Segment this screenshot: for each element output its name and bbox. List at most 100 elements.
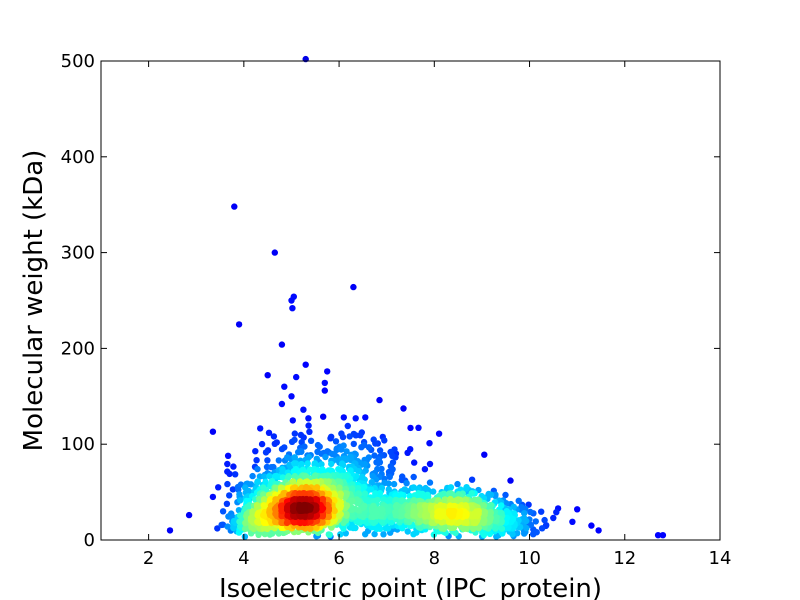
data-point: [293, 373, 300, 381]
data-point: [361, 461, 368, 468]
data-point: [304, 460, 311, 467]
data-point: [355, 468, 362, 475]
data-point: [352, 415, 359, 422]
data-point: [278, 400, 286, 408]
data-point: [397, 491, 405, 498]
data-point: [215, 484, 222, 491]
data-point: [475, 510, 482, 517]
data-point: [321, 387, 328, 394]
data-point: [279, 474, 287, 481]
data-point: [337, 531, 344, 538]
data-point: [413, 529, 420, 536]
data-point: [270, 433, 278, 440]
data-point: [322, 453, 329, 461]
data-point: [446, 503, 454, 510]
data-point: [224, 523, 231, 530]
data-point: [422, 512, 429, 520]
data-point: [452, 529, 459, 537]
data-point: [379, 506, 386, 513]
data-point: [356, 512, 364, 519]
x-axis-label: Isoelectric point (IPC_protein): [219, 574, 602, 600]
data-point: [214, 525, 221, 532]
data-point: [256, 495, 263, 503]
data-point: [339, 433, 347, 441]
data-point: [279, 465, 286, 473]
data-point: [249, 472, 256, 480]
data-point: [281, 383, 288, 390]
data-point: [550, 514, 557, 522]
data-point: [209, 428, 217, 435]
data-point: [350, 283, 357, 291]
data-point: [423, 486, 430, 493]
data-point: [553, 509, 560, 516]
data-point: [264, 372, 271, 379]
data-point: [349, 524, 357, 532]
data-point: [390, 480, 398, 488]
data-point: [507, 518, 515, 526]
x-tick-label: 12: [613, 548, 636, 569]
data-point: [327, 435, 334, 442]
data-point: [376, 525, 384, 532]
data-point: [510, 503, 517, 511]
data-point: [278, 524, 285, 531]
data-point: [385, 480, 392, 487]
data-point: [507, 477, 514, 484]
data-point: [219, 508, 227, 515]
data-point: [298, 504, 305, 511]
data-point: [435, 430, 443, 437]
data-point: [480, 502, 487, 509]
data-point: [344, 422, 351, 430]
data-point: [223, 500, 231, 507]
plot-frame: [100, 60, 721, 541]
data-point: [502, 491, 509, 499]
data-point: [386, 473, 393, 480]
data-point: [362, 531, 369, 538]
data-point: [389, 452, 396, 459]
y-axis-label: Molecular weight (kDa): [19, 150, 49, 452]
data-point: [498, 518, 505, 525]
data-point: [403, 480, 410, 487]
data-point: [355, 490, 362, 498]
data-point: [468, 490, 475, 497]
data-point: [381, 437, 388, 444]
x-tick-label: 6: [333, 548, 344, 569]
data-point: [392, 503, 400, 510]
data-point: [574, 506, 581, 513]
data-point: [291, 460, 298, 467]
data-point: [271, 249, 278, 256]
data-point: [450, 510, 457, 517]
data-point: [332, 438, 340, 445]
data-point: [271, 473, 279, 480]
data-point: [230, 463, 237, 470]
data-point: [312, 472, 319, 479]
y-tick-label: 200: [61, 338, 95, 359]
data-point: [305, 422, 312, 429]
data-point: [253, 457, 260, 464]
data-point: [303, 478, 311, 485]
data-point: [527, 508, 534, 516]
data-point: [237, 497, 244, 504]
data-point: [264, 457, 271, 464]
data-point: [260, 496, 268, 503]
data-point: [523, 524, 530, 532]
data-point: [224, 480, 231, 488]
data-point: [400, 405, 407, 412]
data-point: [271, 440, 278, 447]
data-point: [258, 440, 266, 448]
data-point: [569, 518, 576, 525]
data-point: [404, 528, 411, 535]
data-point: [426, 440, 433, 447]
data-point: [265, 429, 273, 436]
data-point: [302, 361, 309, 368]
data-point: [447, 484, 455, 491]
data-point: [361, 490, 369, 497]
data-point: [447, 490, 455, 497]
data-point: [254, 465, 261, 473]
data-point: [595, 527, 602, 534]
data-point: [493, 517, 500, 525]
data-point: [521, 530, 528, 537]
data-point: [275, 457, 282, 464]
data-point: [343, 512, 350, 519]
data-point: [254, 478, 261, 485]
